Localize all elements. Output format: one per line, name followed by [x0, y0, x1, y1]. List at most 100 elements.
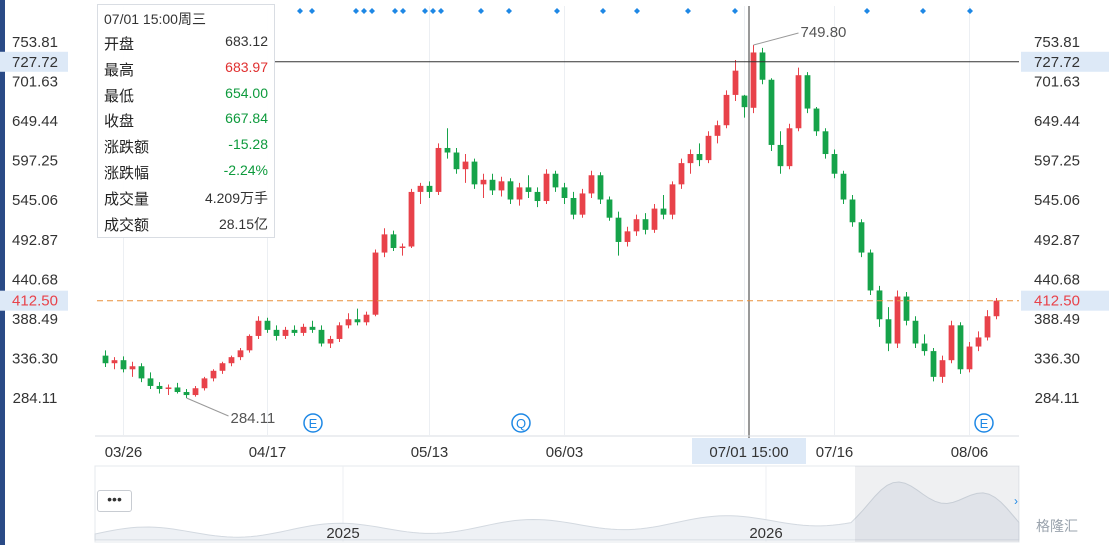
info-label: 成交量 [104, 190, 150, 208]
marker-diamond [920, 8, 926, 14]
info-label: 最低 [104, 87, 135, 105]
candle-body [723, 94, 730, 126]
candle-body [282, 329, 289, 336]
info-value: 28.15亿 [218, 215, 268, 232]
candle-body [354, 319, 361, 323]
candle-body [543, 173, 550, 202]
candle-body [138, 366, 145, 379]
marker-diamond [422, 8, 428, 14]
marker-diamond [967, 8, 973, 14]
candle-body [444, 147, 451, 153]
candle-body [228, 357, 235, 364]
candle-body [786, 128, 793, 167]
candle-body [750, 52, 757, 108]
marker-diamond [554, 8, 560, 14]
marker-diamond [297, 8, 303, 14]
candle-body [669, 184, 676, 215]
candle-body [273, 329, 280, 336]
y-tick-left: 701.63 [12, 74, 58, 91]
candle-body [768, 79, 775, 145]
candle-body [426, 185, 433, 192]
candle-body [453, 152, 460, 170]
candle-body [714, 125, 721, 136]
marker-diamond [732, 8, 738, 14]
candle-body [516, 187, 523, 200]
marker-diamond [430, 8, 436, 14]
current-price-label: 412.50 [12, 293, 58, 310]
navigator-area [94, 481, 1020, 541]
y-tick-left: 597.25 [12, 153, 58, 170]
navigator-handle-icon: › [1014, 494, 1018, 508]
x-tick: 05/13 [411, 444, 449, 461]
y-tick-left: 545.06 [12, 192, 58, 209]
info-value: 683.12 [225, 33, 268, 49]
candle-body [912, 320, 919, 344]
candle-body [885, 319, 892, 344]
info-label: 收盘 [104, 113, 135, 131]
candle-body [210, 370, 217, 379]
candle-body [462, 161, 469, 170]
candle-body [174, 387, 181, 393]
candle-body [939, 360, 946, 377]
crosshair-time-box [692, 438, 806, 464]
y-tick-right: 492.87 [1034, 232, 1080, 249]
marker-diamond [600, 8, 606, 14]
x-tick: 03/26 [105, 444, 143, 461]
candle-body [849, 199, 856, 223]
crosshair-price-box [1021, 51, 1109, 72]
candle-body [183, 392, 190, 396]
candle-body [579, 193, 586, 215]
info-row: 最高 683.97 [104, 59, 268, 79]
navigator[interactable]: › 2025 2026 [94, 465, 1020, 543]
y-axis: 753.81 753.81 701.63 701.63 649.44 649.44 597.… [0, 34, 1109, 407]
candle-body [975, 337, 982, 347]
y-tick-right: 336.30 [1034, 350, 1080, 367]
y-tick-right: 597.25 [1034, 153, 1080, 170]
candle-body [822, 131, 829, 155]
candle-body [192, 388, 199, 396]
y-tick-right: 649.44 [1034, 113, 1080, 130]
info-row: 成交额 28.15亿 [104, 214, 268, 234]
crosshair-price: 727.72 [12, 54, 58, 71]
current-price-label: 412.50 [1034, 293, 1080, 310]
info-row: 开盘 683.12 [104, 33, 268, 53]
candle-body [921, 343, 928, 352]
candle-body [525, 187, 532, 192]
top-markers [297, 8, 973, 14]
info-row: 成交量 4.209万手 [104, 188, 268, 208]
marker-diamond [400, 8, 406, 14]
candle-body [489, 179, 496, 191]
candle-body [741, 95, 748, 108]
info-value: 4.209万手 [204, 189, 268, 206]
y-tick-left: 492.87 [12, 232, 58, 249]
low-label: 284.11 [231, 410, 276, 427]
candle-body [264, 320, 271, 330]
marker-diamond [634, 8, 640, 14]
info-row: 涨跌额 -15.28 [104, 136, 268, 156]
marker-diamond [478, 8, 484, 14]
candle-body [390, 234, 397, 249]
more-button[interactable]: ••• [97, 490, 132, 512]
y-tick-right: 753.81 [1034, 34, 1080, 51]
info-row: 最低 654.00 [104, 85, 268, 105]
candle-body [966, 346, 973, 370]
candle-body [732, 70, 739, 95]
event-label: Q [516, 416, 526, 431]
candle-body [237, 350, 244, 358]
candle-body [804, 75, 811, 109]
candle-body [642, 219, 649, 230]
candle-body [471, 161, 478, 185]
candle-body [201, 378, 208, 389]
candle-body [894, 296, 901, 344]
candle-body [831, 154, 838, 174]
y-tick-right: 545.06 [1034, 192, 1080, 209]
current-price-box [0, 290, 68, 311]
info-value: -2.24% [223, 162, 268, 178]
logo-text: 格隆汇 [1036, 518, 1078, 534]
x-tick: 04/17 [249, 444, 287, 461]
info-datetime: 07/01 15:00周三 [104, 11, 206, 27]
candle-body [408, 191, 415, 247]
y-tick-left: 388.49 [12, 311, 58, 328]
info-value: -15.28 [228, 136, 268, 153]
